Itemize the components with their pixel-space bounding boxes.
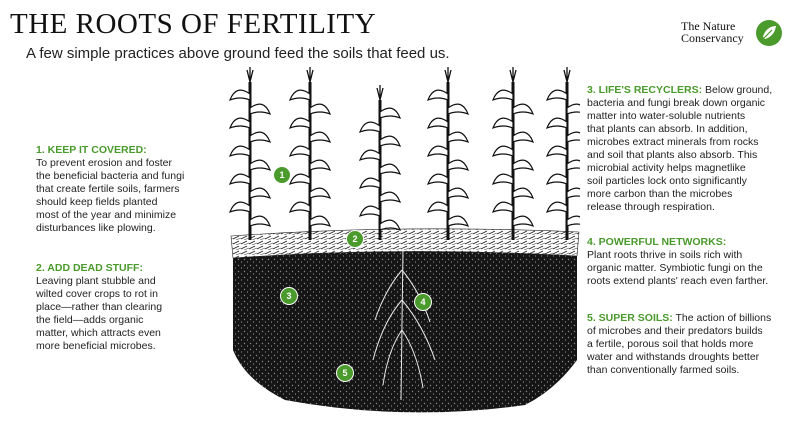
logo-wordmark: The Nature Conservancy — [681, 20, 744, 44]
leaf-globe-icon — [756, 20, 782, 46]
panel-line: the beneficial bacteria and fungi — [36, 170, 185, 182]
panel-line: Leaving plant stubble and — [36, 275, 156, 287]
corn-plant — [545, 67, 589, 240]
panel-line: should keep fields planted — [36, 196, 158, 208]
panel-heading: 4. POWERFUL NETWORKS: — [587, 236, 727, 248]
panel-heading: 5. SUPER SOILS: — [587, 312, 673, 324]
panel-line: organic matter. Symbiotic fungi on the — [587, 262, 763, 274]
panel-line: that create fertile soils, farmers — [36, 183, 180, 195]
corn-plant — [288, 67, 332, 240]
panel-line: To prevent erosion and foster — [36, 157, 172, 169]
panel-line: bacteria and fungi break down organic — [587, 97, 766, 109]
panel-heading: 3. LIFE'S RECYCLERS: — [587, 84, 703, 96]
page-subtitle: A few simple practices above ground feed… — [26, 45, 450, 62]
panel-lead: Below ground, — [705, 84, 773, 96]
corn-plant — [358, 85, 402, 240]
panel-heading: 1. KEEP IT COVERED: — [36, 144, 147, 156]
panel-line: Plant roots thrive in soils rich with — [587, 249, 743, 261]
panel-heading: 2. ADD DEAD STUFF: — [36, 262, 143, 274]
logo-line-2: Conservancy — [681, 31, 744, 45]
marker-3-badge: 3 — [280, 287, 298, 305]
soil-illustration-svg — [228, 67, 589, 413]
corn-plant — [491, 67, 535, 240]
panel-line: that plants can absorb. In addition, — [587, 123, 748, 135]
panel-line: wilted cover crops to rot in — [36, 288, 158, 300]
marker-2-badge: 2 — [346, 230, 364, 248]
panel-line: release through respiration. — [587, 201, 715, 213]
panel-line: water and withstands droughts better — [587, 351, 760, 363]
marker-1-badge: 1 — [273, 166, 291, 184]
panel-line: the field—adds organic — [36, 314, 144, 326]
soil-cross-section-illustration — [225, 60, 589, 419]
panel-line: most of the year and minimize — [36, 209, 177, 221]
corn-plants — [228, 67, 589, 240]
nature-conservancy-logo: The Nature Conservancy — [681, 20, 791, 50]
panel-line: a fertile, porous soil that holds more — [587, 338, 754, 350]
panel-line: roots extend plants' reach even farther. — [587, 275, 769, 287]
corn-plant — [228, 67, 272, 240]
panel-line: matter, which attracts even — [36, 327, 161, 339]
page-title: THE ROOTS OF FERTILITY — [10, 8, 377, 40]
panel-line: more beneficial microbes. — [36, 340, 156, 352]
panel-powerful-networks: 4. POWERFUL NETWORKS: Plant roots thrive… — [587, 236, 792, 288]
panel-line: more carbon than the microbes — [587, 188, 733, 200]
panel-line: disturbances like plowing. — [36, 222, 156, 234]
corn-plant — [426, 67, 470, 240]
panel-keep-it-covered: 1. KEEP IT COVERED: To prevent erosion a… — [36, 144, 216, 235]
panel-first-line: 3. LIFE'S RECYCLERS: Below ground, — [587, 84, 792, 97]
panel-lead: The action of billions — [675, 312, 772, 324]
panel-line: than conventionally farmed soils. — [587, 364, 740, 376]
panel-line: microbial activity helps magnetlike — [587, 162, 746, 174]
logo-line-1: The Nature — [681, 19, 736, 33]
panel-line: matter into water-soluble nutrients — [587, 110, 746, 122]
marker-5-badge: 5 — [336, 364, 354, 382]
marker-4-badge: 4 — [414, 293, 432, 311]
panel-lifes-recyclers: 3. LIFE'S RECYCLERS: Below ground, bacte… — [587, 84, 792, 214]
panel-super-soils: 5. SUPER SOILS: The action of billions o… — [587, 312, 792, 377]
soil-block — [233, 242, 577, 413]
panel-line: place—rather than clearing — [36, 301, 163, 313]
mulch-layer — [230, 228, 580, 259]
panel-line: and soil that plants also absorb. This — [587, 149, 758, 161]
panel-line: soil particles lock onto significantly — [587, 175, 747, 187]
panel-first-line: 5. SUPER SOILS: The action of billions — [587, 312, 792, 325]
panel-add-dead-stuff: 2. ADD DEAD STUFF: Leaving plant stubble… — [36, 262, 216, 353]
panel-line: microbes extract minerals from rocks — [587, 136, 759, 148]
panel-line: of microbes and their predators builds — [587, 325, 763, 337]
